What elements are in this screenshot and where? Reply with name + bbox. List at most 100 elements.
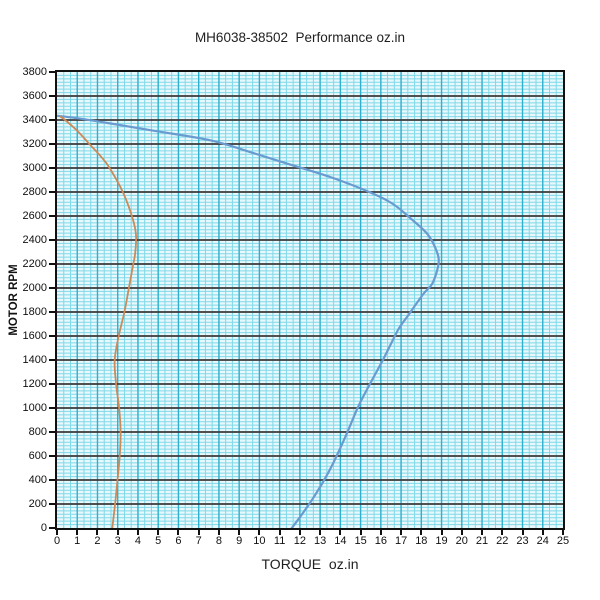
x-tick-mark (481, 530, 484, 535)
y-tick-mark (49, 479, 55, 481)
y-tick-mark (49, 503, 55, 505)
x-tick-label: 17 (394, 535, 408, 547)
y-tick-label: 3600 (22, 90, 47, 102)
x-tick-mark (76, 530, 79, 535)
y-tick-label: 800 (28, 426, 47, 438)
x-tick-mark (400, 530, 403, 535)
x-tick-label: 11 (273, 535, 286, 547)
y-tick-mark (49, 359, 55, 361)
y-tick-label: 200 (28, 498, 47, 510)
orange-curve (59, 115, 138, 528)
y-tick-mark (49, 95, 55, 97)
x-tick-label: 5 (155, 535, 162, 547)
chart-title: MH6038-38502 Performance oz.in (194, 30, 406, 45)
x-tick-mark (501, 530, 504, 535)
x-tick-label: 14 (334, 535, 347, 547)
y-tick-mark (49, 119, 55, 121)
y-tick-mark (49, 71, 55, 73)
y-tick-label: 2200 (22, 258, 47, 270)
y-tick-label: 2000 (22, 282, 47, 294)
x-tick-label: 8 (215, 535, 222, 547)
y-tick-label: 0 (40, 522, 47, 534)
x-tick-label: 4 (134, 535, 142, 547)
x-tick-label: 18 (415, 535, 428, 547)
y-tick-label: 1000 (22, 402, 47, 414)
x-tick-label: 20 (455, 535, 468, 547)
x-tick-label: 12 (293, 535, 306, 547)
x-tick-label: 1 (74, 535, 81, 547)
y-tick-label: 600 (28, 450, 47, 462)
x-tick-mark (96, 530, 99, 535)
plot-area (57, 72, 563, 528)
x-tick-label: 10 (253, 535, 266, 547)
x-tick-mark (238, 530, 241, 535)
x-tick-mark (136, 530, 139, 535)
y-tick-mark (49, 143, 55, 145)
y-tick-label: 1800 (22, 306, 47, 318)
x-tick-mark (116, 530, 119, 535)
y-tick-label: 3400 (22, 114, 47, 126)
y-tick-mark (49, 335, 55, 337)
plot-border (55, 70, 565, 530)
x-tick-mark (197, 530, 200, 535)
y-tick-mark (49, 383, 55, 385)
y-tick-mark (49, 239, 55, 241)
y-tick-mark (49, 431, 55, 433)
y-tick-label: 2800 (22, 186, 47, 198)
x-tick-label: 23 (516, 535, 529, 547)
y-tick-label: 1600 (22, 330, 47, 342)
y-tick-label: 1200 (22, 378, 47, 390)
y-tick-label: 2400 (22, 234, 47, 246)
x-tick-mark (420, 530, 423, 535)
x-tick-label: 3 (114, 535, 121, 547)
x-tick-mark (359, 530, 362, 535)
x-tick-label: 22 (496, 535, 509, 547)
x-tick-label: 19 (435, 535, 448, 547)
y-tick-label: 1400 (22, 354, 47, 366)
y-tick-mark (49, 311, 55, 313)
x-tick-label: 13 (313, 535, 327, 547)
y-tick-mark (49, 407, 55, 409)
y-tick-label: 2600 (22, 210, 47, 222)
x-tick-mark (339, 530, 342, 535)
y-tick-mark (49, 287, 55, 289)
y-tick-mark (49, 167, 55, 169)
x-tick-label: 24 (536, 535, 549, 547)
y-tick-mark (49, 527, 55, 529)
x-tick-label: 16 (374, 535, 387, 547)
y-tick-mark (49, 263, 55, 265)
x-tick-mark (177, 530, 180, 535)
y-tick-label: 3200 (22, 138, 47, 150)
y-axis-label: MOTOR RPM (8, 264, 20, 336)
blue-curve (57, 114, 440, 528)
x-tick-mark (258, 530, 261, 535)
y-tick-label: 400 (28, 474, 47, 486)
x-tick-label: 15 (354, 535, 367, 547)
x-tick-mark (217, 530, 220, 535)
x-tick-mark (562, 530, 564, 535)
plot-background (57, 72, 563, 528)
y-tick-mark (49, 215, 55, 217)
x-tick-mark (319, 530, 322, 535)
x-tick-mark (440, 530, 443, 535)
x-tick-mark (521, 530, 524, 535)
x-axis-label: TORQUE oz.in (261, 556, 359, 572)
x-tick-mark (278, 530, 281, 535)
x-tick-mark (56, 530, 58, 535)
y-tick-mark (49, 455, 55, 457)
x-tick-label: 6 (175, 535, 182, 547)
x-tick-label: 7 (195, 535, 202, 547)
x-tick-label: 0 (53, 535, 61, 547)
y-tick-label: 3000 (22, 162, 47, 174)
x-tick-mark (460, 530, 463, 535)
y-tick-mark (49, 191, 55, 193)
y-tick-label: 3800 (22, 66, 47, 78)
x-tick-label: 2 (94, 535, 101, 547)
x-tick-mark (379, 530, 382, 535)
x-tick-mark (298, 530, 301, 535)
x-tick-mark (157, 530, 160, 535)
x-tick-mark (541, 530, 544, 535)
x-tick-label: 25 (556, 535, 570, 547)
x-tick-label: 9 (236, 535, 243, 547)
